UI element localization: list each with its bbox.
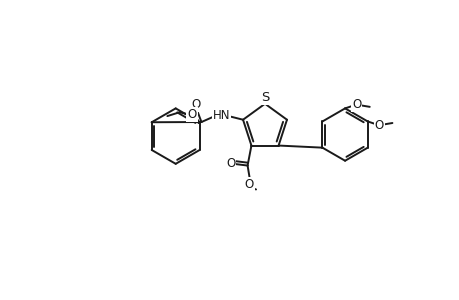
Text: O: O [191,98,200,111]
Text: O: O [225,157,235,170]
Text: O: O [244,178,253,191]
Text: O: O [187,108,196,121]
Text: O: O [351,98,360,111]
Text: O: O [374,119,383,132]
Text: S: S [260,91,269,104]
Text: HN: HN [212,109,230,122]
